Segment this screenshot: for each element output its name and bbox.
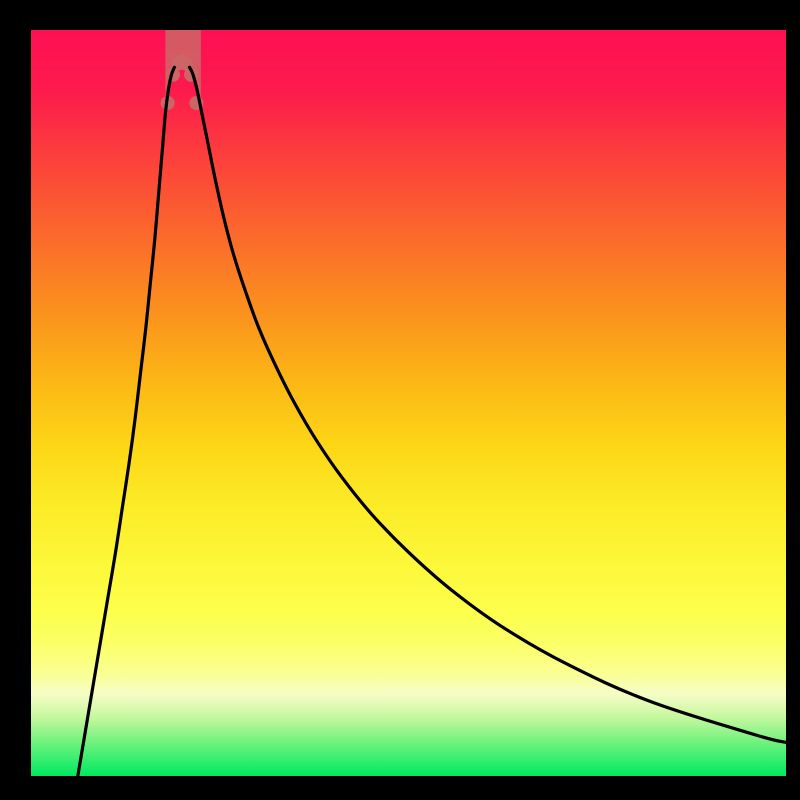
gradient-background: [31, 30, 786, 776]
chart-svg: [31, 30, 786, 776]
plot-area: [31, 30, 786, 776]
plot-frame: [0, 0, 800, 800]
